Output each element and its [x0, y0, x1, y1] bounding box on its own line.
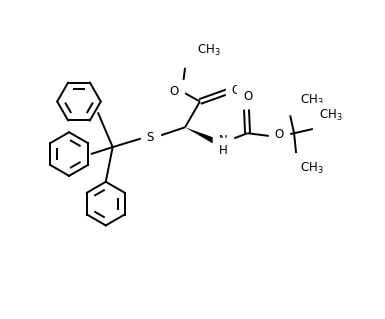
Text: N: N: [219, 134, 228, 147]
Text: CH$_3$: CH$_3$: [300, 161, 324, 176]
Text: CH$_3$: CH$_3$: [300, 93, 324, 108]
Text: O: O: [169, 85, 178, 98]
Text: O: O: [243, 90, 252, 102]
Text: O: O: [232, 84, 241, 97]
Text: O: O: [274, 128, 283, 141]
Text: H: H: [219, 144, 228, 157]
Text: CH$_3$: CH$_3$: [197, 43, 221, 58]
Polygon shape: [185, 127, 216, 144]
Text: S: S: [147, 131, 154, 144]
Text: CH$_3$: CH$_3$: [319, 108, 343, 123]
